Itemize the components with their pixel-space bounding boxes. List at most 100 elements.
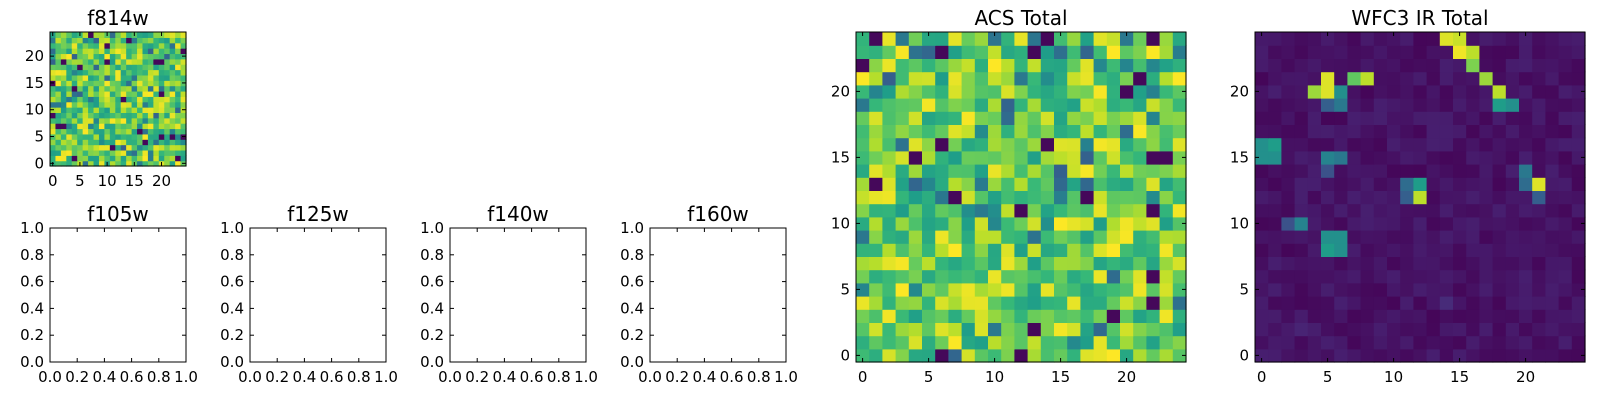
heatmap-cell [88, 155, 95, 162]
heatmap-cell [104, 117, 111, 124]
heatmap-cell [180, 90, 187, 97]
heatmap-cell [169, 123, 176, 130]
heatmap-cell [1505, 243, 1520, 257]
heatmap-cell [1080, 150, 1095, 165]
x-tick-label: 5 [1323, 368, 1333, 386]
heatmap-cell [1334, 137, 1348, 152]
heatmap-cell [1439, 203, 1454, 218]
heatmap-cell [142, 80, 149, 87]
heatmap-cell [1492, 335, 1507, 350]
heatmap-cell [115, 160, 122, 167]
heatmap-cell [1492, 177, 1507, 191]
heatmap-cell [55, 69, 62, 76]
heatmap-cell [922, 71, 936, 86]
heatmap-cell [1080, 71, 1095, 86]
heatmap-cell [1172, 32, 1187, 46]
heatmap-cell [1571, 98, 1586, 112]
heatmap-cell [1268, 58, 1282, 73]
heatmap-cell [77, 74, 84, 81]
heatmap-cell [1001, 124, 1015, 139]
heatmap-cell [71, 160, 78, 167]
heatmap-cell [1093, 230, 1108, 244]
heatmap-cell [77, 117, 84, 124]
heatmap-cell [1080, 164, 1095, 178]
x-tick-label: 20 [1516, 368, 1535, 386]
heatmap-cell [88, 37, 95, 44]
heatmap-cell [1545, 111, 1560, 125]
heatmap-cell [1373, 296, 1388, 310]
heatmap-cell [1400, 269, 1414, 284]
heatmap-cell [1001, 190, 1015, 205]
heatmap-cell [77, 64, 84, 71]
y-tick-label: 0.2 [220, 326, 244, 344]
heatmap-cell [55, 144, 62, 151]
heatmap-cell [1120, 230, 1134, 244]
heatmap-cell [1255, 45, 1269, 59]
y-tick-label: 5 [34, 128, 44, 146]
heatmap-cell [1334, 150, 1348, 165]
heatmap-cell [1545, 309, 1560, 323]
heatmap-cell [1373, 177, 1388, 191]
heatmap-cell [131, 74, 138, 81]
heatmap-cell [115, 107, 122, 113]
heatmap-cell [115, 144, 122, 151]
axes-frame [1254, 31, 1586, 363]
heatmap-cell [1014, 243, 1029, 257]
heatmap-cell [1439, 230, 1454, 244]
heatmap-cell [88, 64, 95, 71]
heatmap-cell [1321, 203, 1335, 218]
heatmap-cell [961, 137, 976, 152]
heatmap-cell [961, 282, 976, 297]
heatmap-cell [988, 84, 1002, 99]
heatmap-cell [1373, 203, 1388, 218]
heatmap-cell [1159, 150, 1174, 165]
heatmap-cell [1439, 84, 1454, 99]
heatmap-cell [856, 322, 870, 337]
heatmap-cell [1492, 348, 1507, 363]
heatmap-cell [142, 117, 149, 124]
heatmap-cell [126, 155, 133, 162]
heatmap-cell [1093, 111, 1108, 125]
heatmap-cell [1054, 216, 1068, 231]
heatmap-cell [1492, 190, 1507, 205]
heatmap-cell [109, 123, 116, 130]
heatmap-cell [142, 37, 149, 44]
heatmap-cell [882, 296, 897, 310]
heatmap-cell [1453, 269, 1467, 284]
heatmap-cell [1505, 45, 1520, 59]
heatmap-cell [142, 123, 149, 130]
heatmap-cell [1014, 309, 1029, 323]
heatmap-cell [1281, 203, 1296, 218]
heatmap-cell [98, 139, 105, 146]
heatmap-cell [1439, 150, 1454, 165]
heatmap-cell [137, 139, 144, 146]
heatmap-cell [1373, 309, 1388, 323]
heatmap-cell [180, 155, 187, 162]
heatmap-cell [93, 42, 100, 49]
heatmap-cell [1093, 164, 1108, 178]
heatmap-cell [1347, 98, 1362, 112]
heatmap-cell [120, 144, 127, 151]
heatmap-cell [1067, 230, 1081, 244]
heatmap-cell [1545, 45, 1560, 59]
heatmap-cell [98, 74, 105, 81]
heatmap-cell [935, 45, 949, 59]
heatmap-cell [169, 53, 176, 60]
heatmap-cell [137, 155, 144, 162]
heatmap-cell [153, 112, 160, 119]
heatmap-cell [882, 348, 897, 363]
heatmap-cell [1133, 348, 1147, 363]
heatmap-cell [98, 107, 105, 113]
heatmap-cell [988, 216, 1002, 231]
heatmap-cell [1360, 203, 1375, 218]
heatmap-cell [935, 216, 949, 231]
heatmap-cell [164, 42, 171, 49]
heatmap-cell [1307, 45, 1322, 59]
heatmap-cell [158, 101, 165, 108]
heatmap-cell [120, 160, 127, 167]
heatmap-cell [82, 139, 89, 146]
heatmap-cell [1347, 348, 1362, 363]
heatmap-cell [120, 69, 127, 76]
heatmap-cell [988, 71, 1002, 86]
heatmap-cell [908, 296, 923, 310]
